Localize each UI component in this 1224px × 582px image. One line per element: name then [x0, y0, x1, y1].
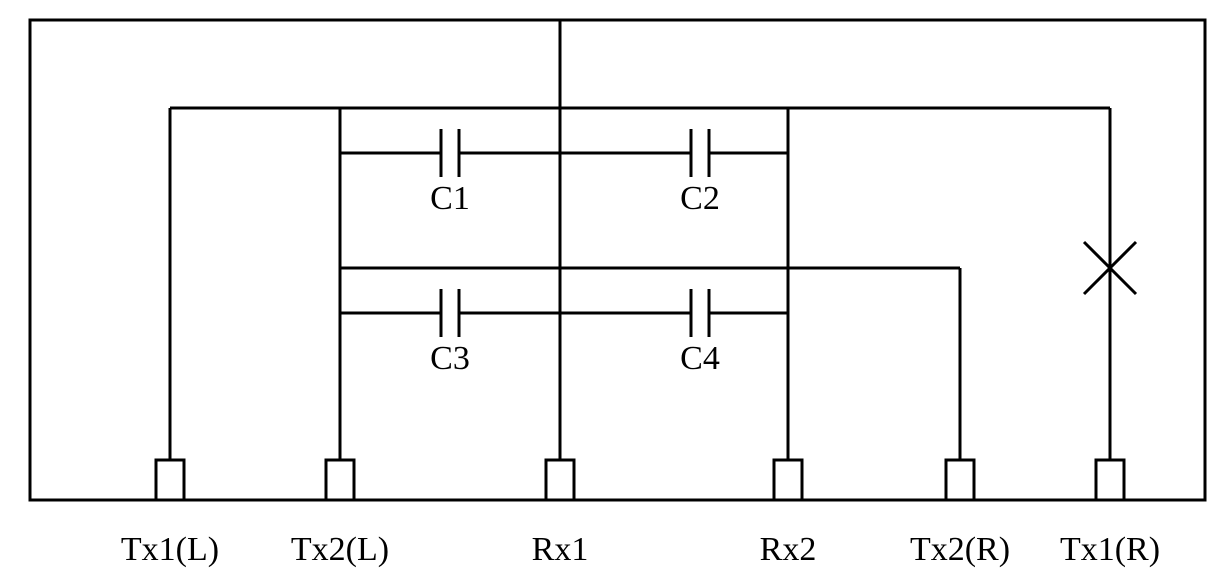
- terminal-label: Tx2(L): [291, 531, 389, 568]
- terminal-label: Tx1(R): [1060, 531, 1160, 568]
- terminal-pad: [1096, 460, 1124, 500]
- cap-label-c2: C2: [680, 180, 720, 217]
- terminal-label: Tx2(R): [910, 531, 1010, 568]
- terminal-label: Tx1(L): [121, 531, 219, 568]
- outer-border: [30, 20, 1205, 500]
- cap-label-c3: C3: [430, 340, 470, 377]
- terminal-label: Rx1: [532, 531, 589, 568]
- terminal-pad: [546, 460, 574, 500]
- terminal-pad: [946, 460, 974, 500]
- terminal-label: Rx2: [760, 531, 817, 568]
- cap-label-c1: C1: [430, 180, 470, 217]
- terminal-pad: [774, 460, 802, 500]
- terminal-pad: [156, 460, 184, 500]
- terminal-pad: [326, 460, 354, 500]
- cap-label-c4: C4: [680, 340, 720, 377]
